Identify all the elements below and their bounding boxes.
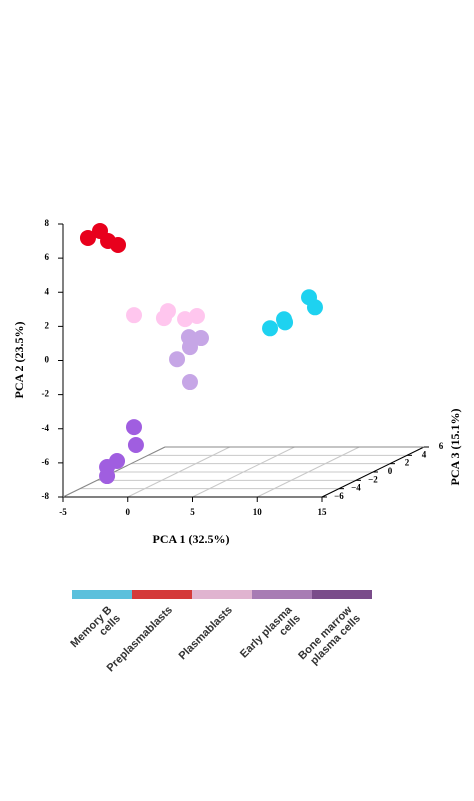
grid-line (192, 446, 295, 498)
point (306, 299, 323, 316)
y-tick-label: -8 (42, 491, 50, 501)
y-axis-title: PCA 2 (23.5%) (12, 322, 26, 399)
axis-line (62, 446, 166, 498)
y-tick-label: 6 (45, 252, 50, 262)
point (188, 308, 205, 325)
z-tick-label: −2 (368, 474, 378, 484)
point (192, 330, 209, 347)
point (159, 303, 176, 320)
x-tick-label: 5 (190, 507, 195, 517)
x-tick-label: 10 (253, 507, 263, 517)
y-tick-label: 2 (45, 320, 50, 330)
grid-line (127, 446, 230, 498)
point (262, 320, 279, 337)
point (110, 236, 127, 253)
y-tick-label: 8 (45, 218, 50, 228)
y-tick-label: -2 (42, 389, 50, 399)
y-tick-label: -6 (42, 457, 50, 467)
x-tick-label: -5 (59, 507, 67, 517)
z-tick-label: 6 (439, 441, 444, 451)
x-tick-label: 15 (318, 507, 328, 517)
z-tick-label: 0 (388, 466, 393, 476)
grid-line (257, 446, 360, 498)
point (169, 351, 186, 368)
x-tick-label: 0 (126, 507, 131, 517)
point (277, 314, 294, 331)
z-tick-label: −4 (351, 483, 361, 493)
point (99, 468, 116, 485)
y-tick-label: -4 (42, 423, 50, 433)
point (181, 374, 198, 391)
point (181, 339, 198, 356)
point (126, 307, 143, 324)
point (126, 419, 143, 436)
x-axis-title: PCA 1 (32.5%) (153, 532, 230, 546)
z-axis-title: PCA 3 (15.1%) (448, 409, 462, 486)
y-tick-label: 0 (45, 355, 50, 365)
z-tick-label: 4 (422, 449, 427, 459)
y-tick-label: 4 (45, 286, 50, 296)
point (127, 436, 144, 453)
z-tick-label: 2 (405, 458, 410, 468)
z-tick-label: −6 (334, 491, 344, 501)
point (79, 229, 96, 246)
